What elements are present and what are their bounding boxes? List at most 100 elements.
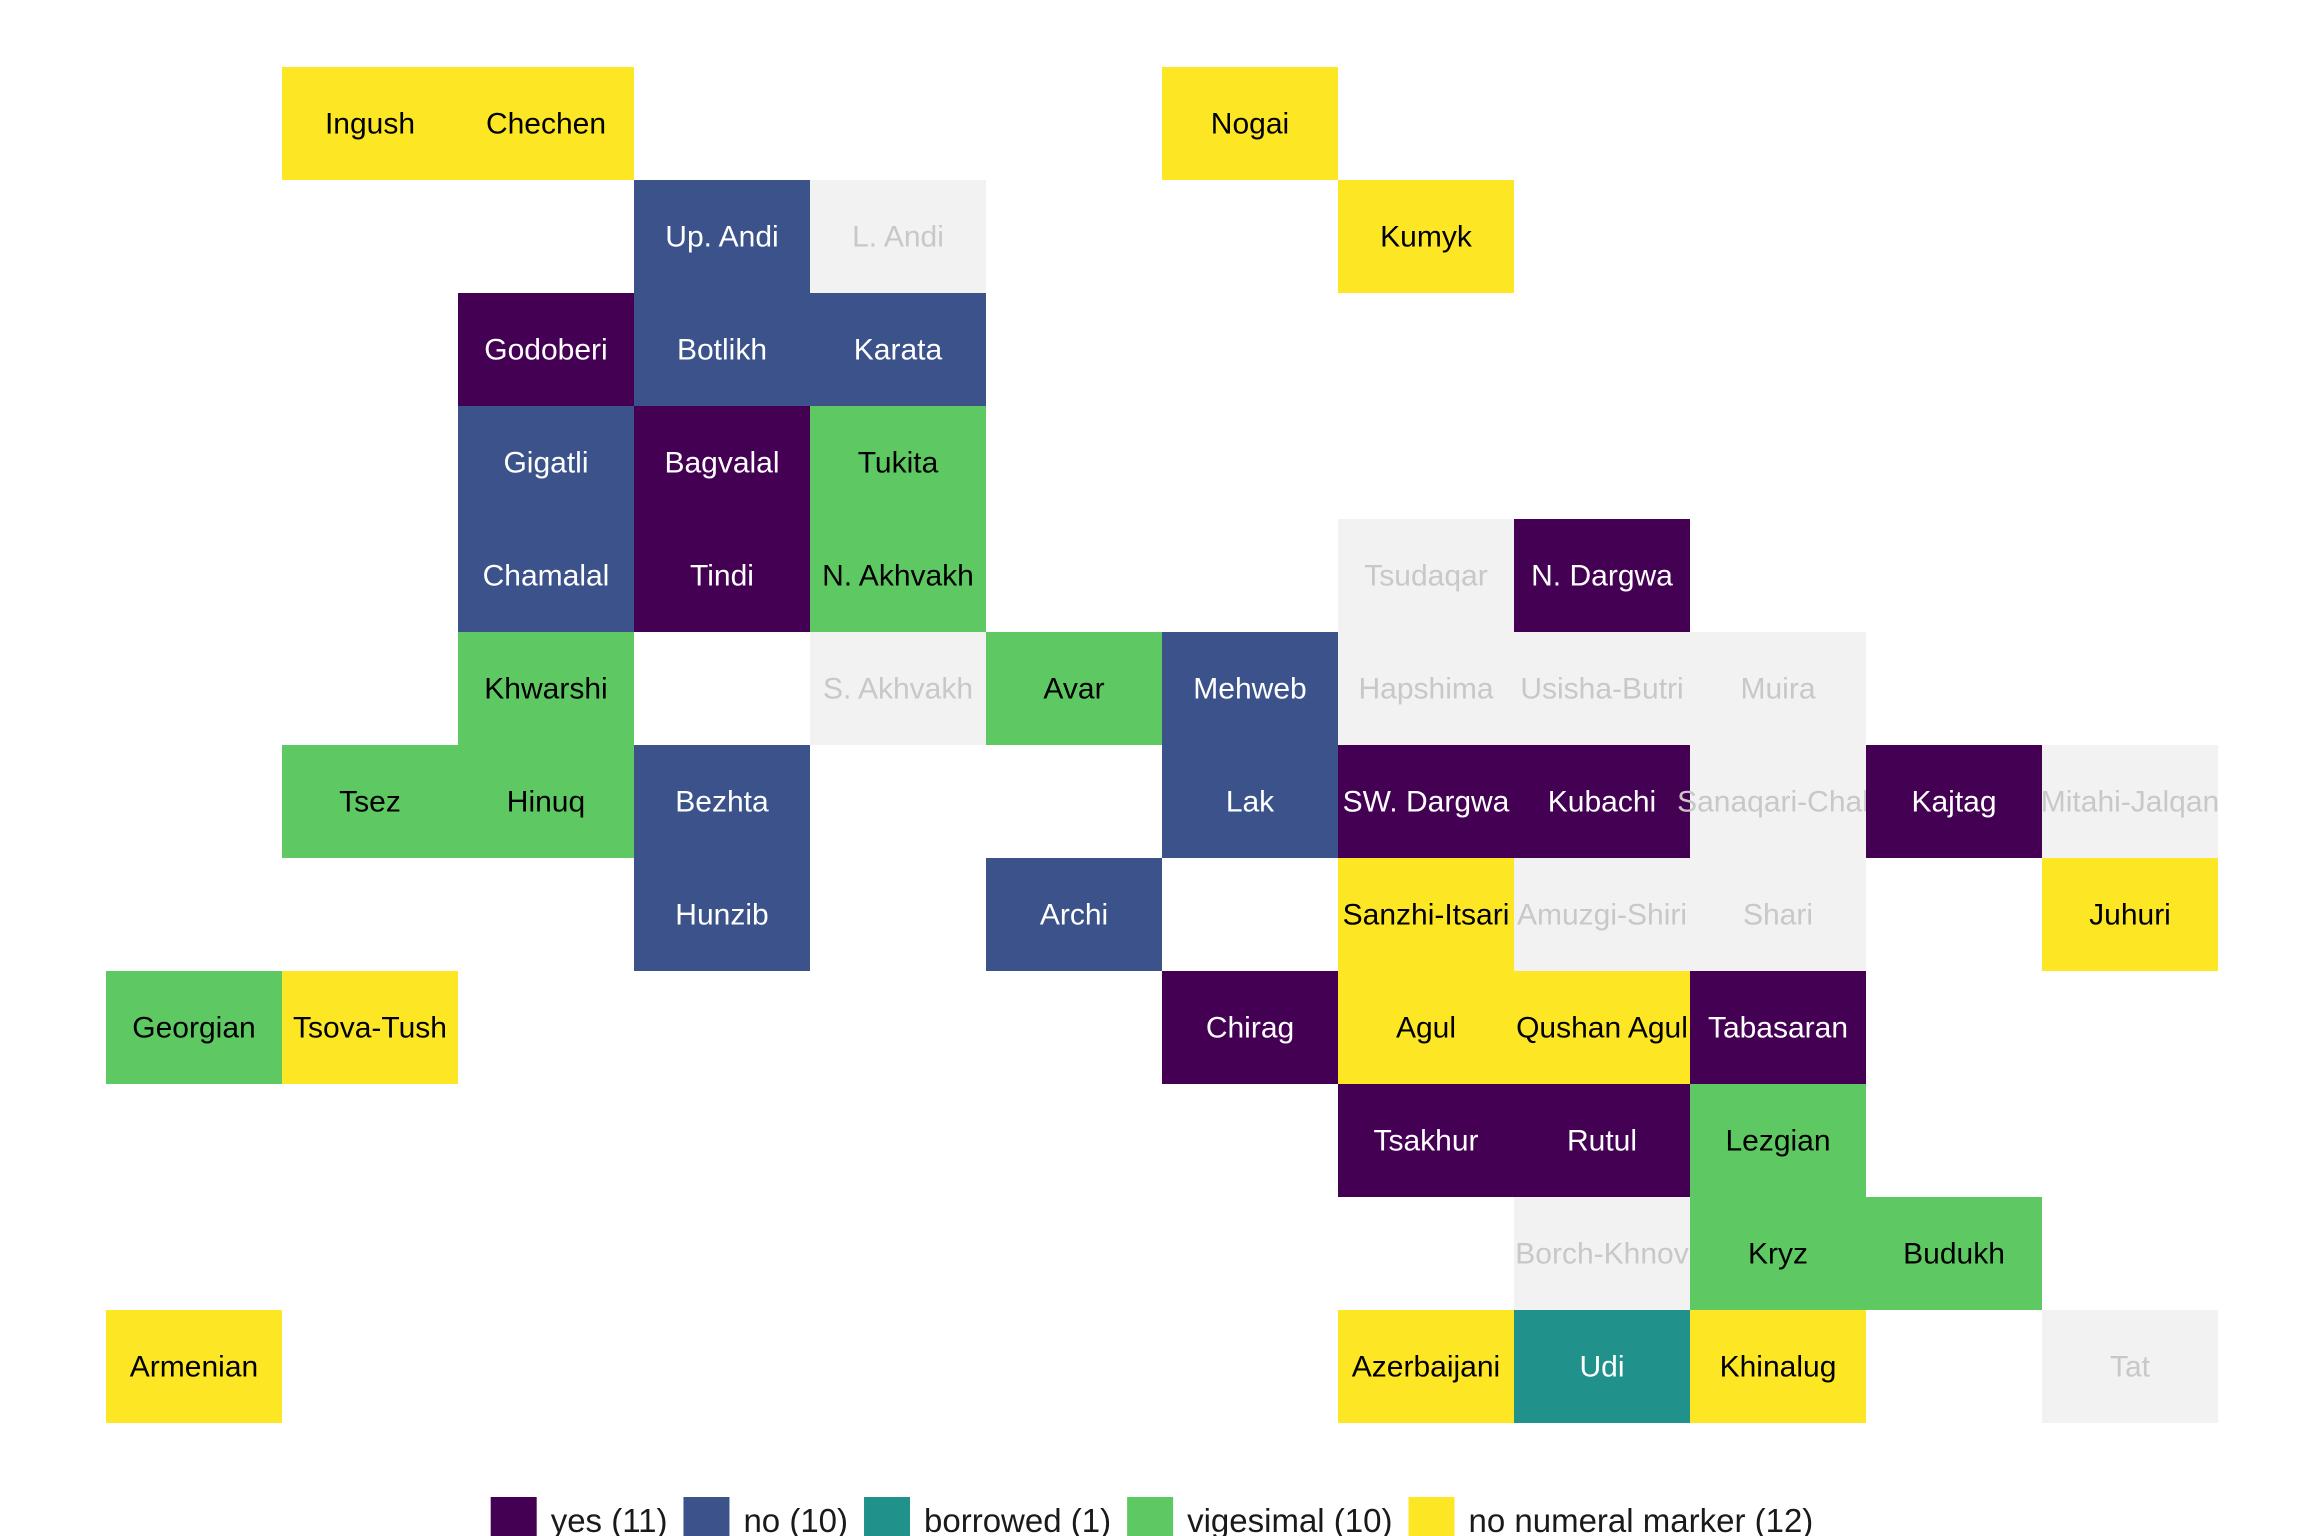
tile-s-akhvakh: S. Akhvakh — [810, 632, 986, 745]
tile-rect — [1338, 745, 1514, 858]
tile-l-andi: L. Andi — [810, 180, 986, 293]
tile-up-andi: Up. Andi — [634, 180, 810, 293]
tile-label: Bagvalal — [664, 447, 779, 480]
tile-chirag: Chirag — [1162, 971, 1338, 1084]
tile-label: Usisha-Butri — [1520, 673, 1683, 706]
tile-rect — [1162, 67, 1338, 180]
tile-label: Botlikh — [677, 334, 767, 367]
legend-swatch — [490, 1497, 537, 1536]
tile-label: Tukita — [858, 447, 939, 480]
tile-n-akhvakh: N. Akhvakh — [810, 519, 986, 632]
tile-label: Nogai — [1211, 108, 1289, 141]
tile-kryz: Kryz — [1690, 1197, 1866, 1310]
tile-label: Mehweb — [1193, 673, 1306, 706]
tile-label: Mitahi-Jalqan — [2041, 786, 2219, 819]
tile-label: Up. Andi — [665, 221, 778, 254]
tile-rect — [810, 180, 986, 293]
tile-rect — [1338, 1084, 1514, 1197]
tile-label: Sanzhi-Itsari — [1343, 899, 1510, 932]
tile-label: Rutul — [1567, 1125, 1637, 1158]
tile-rect — [1514, 1084, 1690, 1197]
tile-label: Borch-Khnov — [1515, 1238, 1688, 1271]
tile-rect — [1690, 1310, 1866, 1423]
tile-shari: Shari — [1690, 858, 1866, 971]
tile-godoberi: Godoberi — [458, 293, 634, 406]
tile-label: Juhuri — [2089, 899, 2171, 932]
tile-rect — [458, 293, 634, 406]
tile-label: Lak — [1226, 786, 1275, 819]
tile-tindi: Tindi — [634, 519, 810, 632]
tile-label: Karata — [854, 334, 943, 367]
tile-bezhta: Bezhta — [634, 745, 810, 858]
tile-rect — [1690, 1084, 1866, 1197]
tile-rect — [1162, 745, 1338, 858]
tile-rect — [458, 519, 634, 632]
legend-swatch — [1408, 1497, 1455, 1536]
tile-sanzhi-itsari: Sanzhi-Itsari — [1338, 858, 1514, 971]
tile-rect — [1338, 180, 1514, 293]
tile-chechen: Chechen — [458, 67, 634, 180]
tile-karata: Karata — [810, 293, 986, 406]
tile-rect — [1690, 1197, 1866, 1310]
tile-label: Lezgian — [1725, 1125, 1830, 1158]
tile-rect — [634, 858, 810, 971]
legend-swatch — [864, 1497, 911, 1536]
tile-rect — [810, 293, 986, 406]
tile-rect — [282, 971, 458, 1084]
tile-rect — [1338, 858, 1514, 971]
tile-muira: Muira — [1690, 632, 1866, 745]
tile-label: Kubachi — [1548, 786, 1656, 819]
tile-rect — [2042, 858, 2218, 971]
legend-label: no numeral marker (12) — [1469, 1502, 1814, 1536]
tile-rect — [1514, 1197, 1690, 1310]
tile-label: Ingush — [325, 108, 415, 141]
tile-sanaqari-chah: Sanaqari-Chah — [1677, 745, 1879, 858]
tile-label: Amuzgi-Shiri — [1517, 899, 1687, 932]
tile-kumyk: Kumyk — [1338, 180, 1514, 293]
tile-rect — [1162, 971, 1338, 1084]
tile-label: Khinalug — [1720, 1351, 1837, 1384]
tile-bagvalal: Bagvalal — [634, 406, 810, 519]
tile-label: Hapshima — [1358, 673, 1493, 706]
tile-armenian: Armenian — [106, 1310, 282, 1423]
tile-rect — [634, 180, 810, 293]
tile-amuzgi-shiri: Amuzgi-Shiri — [1514, 858, 1690, 971]
tile-label: Hinuq — [507, 786, 585, 819]
tile-label: Kumyk — [1380, 221, 1473, 254]
tile-rect — [1690, 745, 1866, 858]
tile-nogai: Nogai — [1162, 67, 1338, 180]
tile-label: Azerbaijani — [1352, 1351, 1500, 1384]
tile-label: N. Dargwa — [1531, 560, 1673, 593]
tiles-layer: Ingush Chechen Nogai Up. Andi L. Andi Kumyk Go… — [106, 67, 2219, 1423]
tile-rect — [986, 858, 1162, 971]
tile-rect — [458, 632, 634, 745]
tile-khwarshi: Khwarshi — [458, 632, 634, 745]
legend-swatch — [1127, 1497, 1174, 1536]
tile-rect — [1690, 632, 1866, 745]
tile-rect — [1514, 971, 1690, 1084]
tile-ingush: Ingush — [282, 67, 458, 180]
tile-rect — [1338, 1310, 1514, 1423]
tile-rect — [1162, 632, 1338, 745]
tile-rect — [1338, 632, 1514, 745]
tile-udi: Udi — [1514, 1310, 1690, 1423]
tile-rect — [1514, 858, 1690, 971]
tile-label: Chirag — [1206, 1012, 1294, 1045]
tile-label: Qushan Agul — [1516, 1012, 1688, 1045]
tile-label: L. Andi — [852, 221, 944, 254]
tile-hunzib: Hunzib — [634, 858, 810, 971]
tile-rect — [634, 519, 810, 632]
tile-rect — [458, 406, 634, 519]
tile-mehweb: Mehweb — [1162, 632, 1338, 745]
tile-rect — [106, 1310, 282, 1423]
tile-label: Kajtag — [1911, 786, 1996, 819]
tile-rect — [458, 745, 634, 858]
tile-mitahi-jalqan: Mitahi-Jalqan — [2041, 745, 2219, 858]
tile-tukita: Tukita — [810, 406, 986, 519]
tile-rect — [2042, 1310, 2218, 1423]
legend-label: vigesimal (10) — [1187, 1502, 1392, 1536]
tile-rect — [634, 745, 810, 858]
tile-agul: Agul — [1338, 971, 1514, 1084]
tile-label: Archi — [1040, 899, 1108, 932]
